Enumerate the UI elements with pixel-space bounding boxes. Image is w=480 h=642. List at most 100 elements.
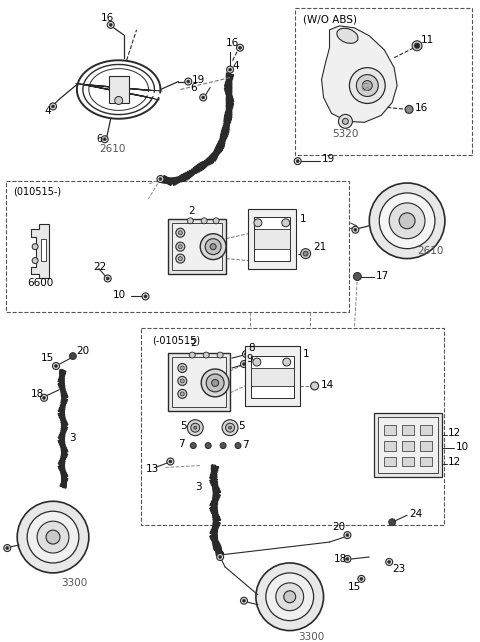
Circle shape	[222, 420, 238, 436]
Circle shape	[180, 379, 184, 383]
Circle shape	[303, 251, 308, 256]
Circle shape	[386, 559, 393, 566]
Bar	[420, 440, 432, 451]
Ellipse shape	[337, 28, 358, 44]
Circle shape	[191, 423, 200, 432]
Text: 3300: 3300	[298, 632, 324, 641]
Circle shape	[167, 458, 174, 465]
Polygon shape	[31, 224, 49, 279]
Circle shape	[356, 74, 378, 96]
Circle shape	[346, 557, 349, 560]
Circle shape	[107, 21, 114, 28]
Circle shape	[178, 390, 187, 398]
Circle shape	[185, 78, 192, 85]
Bar	[108, 76, 129, 103]
Circle shape	[37, 521, 69, 553]
Circle shape	[187, 420, 203, 436]
Circle shape	[212, 379, 218, 386]
Text: 19: 19	[192, 74, 205, 85]
Circle shape	[360, 577, 363, 580]
Text: 3: 3	[195, 482, 202, 492]
Bar	[384, 456, 396, 467]
Circle shape	[237, 44, 243, 51]
Circle shape	[239, 46, 241, 49]
Text: 23: 23	[392, 564, 406, 574]
Circle shape	[282, 219, 290, 227]
Text: 22: 22	[93, 261, 106, 272]
Text: 20: 20	[76, 346, 89, 356]
Circle shape	[235, 442, 241, 449]
Circle shape	[176, 242, 185, 251]
Text: 2: 2	[188, 206, 195, 216]
Circle shape	[240, 361, 248, 367]
Circle shape	[216, 553, 224, 560]
Circle shape	[157, 175, 164, 182]
Text: 7: 7	[179, 438, 185, 449]
Text: (010515-): (010515-)	[13, 187, 61, 197]
Text: G: G	[360, 83, 369, 92]
Circle shape	[70, 352, 76, 360]
Bar	[374, 413, 442, 478]
Text: 16: 16	[101, 13, 114, 23]
Text: 2: 2	[190, 338, 197, 348]
Circle shape	[266, 573, 313, 621]
Circle shape	[228, 426, 231, 429]
Text: 14: 14	[321, 380, 334, 390]
Circle shape	[205, 442, 211, 449]
Circle shape	[353, 272, 361, 281]
Circle shape	[159, 178, 162, 180]
Bar	[402, 425, 414, 435]
Circle shape	[362, 80, 372, 91]
Bar	[254, 217, 290, 261]
Circle shape	[311, 382, 319, 390]
Circle shape	[358, 575, 365, 582]
Circle shape	[201, 218, 207, 224]
Bar	[141, 328, 444, 525]
Circle shape	[344, 532, 351, 539]
Text: 7: 7	[242, 440, 249, 449]
Circle shape	[389, 519, 396, 526]
Circle shape	[176, 229, 185, 237]
Bar	[168, 219, 226, 273]
Bar	[248, 209, 296, 268]
Text: 19: 19	[322, 154, 335, 164]
Circle shape	[109, 23, 112, 26]
Circle shape	[254, 219, 262, 227]
Circle shape	[352, 226, 359, 233]
Circle shape	[228, 68, 231, 71]
Circle shape	[349, 67, 385, 103]
Circle shape	[210, 244, 216, 250]
Text: 15: 15	[41, 353, 54, 363]
Circle shape	[144, 295, 147, 298]
Circle shape	[32, 257, 38, 264]
Text: 6: 6	[97, 134, 103, 144]
Bar	[41, 239, 46, 261]
Circle shape	[300, 248, 311, 259]
Circle shape	[103, 138, 106, 141]
Circle shape	[213, 218, 219, 224]
Circle shape	[226, 423, 235, 432]
Text: 8: 8	[248, 343, 254, 353]
Circle shape	[101, 135, 108, 143]
Bar	[384, 425, 396, 435]
Text: 10: 10	[113, 290, 126, 300]
Circle shape	[187, 80, 190, 83]
Circle shape	[242, 363, 245, 365]
Text: 3300: 3300	[61, 578, 87, 588]
Circle shape	[180, 392, 184, 396]
Bar	[245, 346, 300, 406]
Text: 4: 4	[232, 60, 239, 71]
Circle shape	[189, 352, 195, 358]
Circle shape	[346, 534, 349, 537]
Circle shape	[142, 293, 149, 300]
Circle shape	[283, 358, 291, 366]
Circle shape	[49, 103, 57, 110]
Circle shape	[41, 394, 48, 401]
Bar	[378, 417, 438, 473]
Bar	[402, 456, 414, 467]
Circle shape	[415, 43, 420, 48]
Circle shape	[43, 396, 46, 399]
Circle shape	[51, 105, 55, 108]
Circle shape	[276, 583, 304, 611]
Circle shape	[27, 511, 79, 563]
